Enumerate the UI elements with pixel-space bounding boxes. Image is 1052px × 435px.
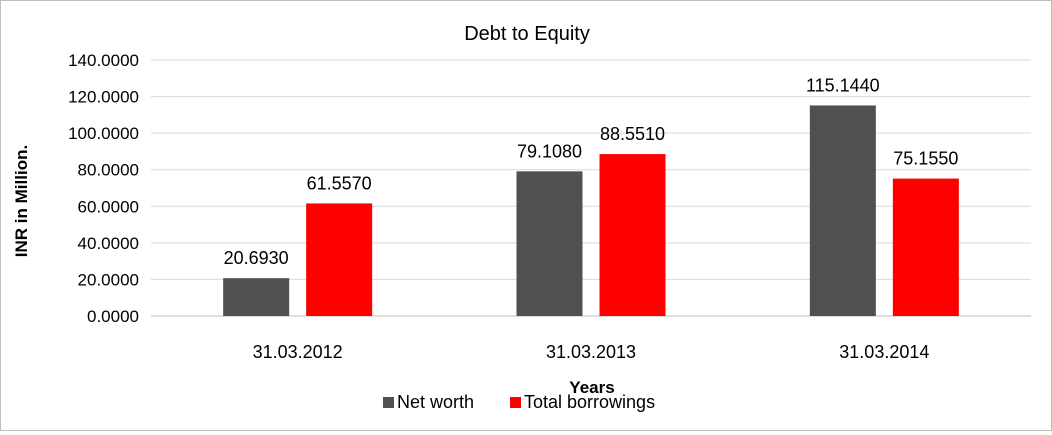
y-axis-tick-labels: 0.0000 20.0000 40.0000 60.0000 80.0000 100.00… bbox=[68, 51, 139, 326]
data-label: 20.6930 bbox=[224, 248, 289, 268]
legend: Net worth Total borrowings bbox=[383, 392, 655, 412]
y-tick-label: 0.0000 bbox=[87, 307, 139, 326]
y-tick-label: 60.0000 bbox=[78, 197, 139, 216]
legend-net-worth-swatch bbox=[383, 397, 394, 408]
x-axis-tick-labels: 31.03.2012 31.03.2013 31.03.2014 bbox=[253, 342, 930, 362]
bars: 20.6930 61.5570 79.1080 88.5510 115.1440 75.1… bbox=[223, 75, 959, 316]
data-label: 61.5570 bbox=[307, 173, 372, 193]
y-tick-label: 40.0000 bbox=[78, 234, 139, 253]
y-tick-label: 20.0000 bbox=[78, 270, 139, 289]
bar-net-worth bbox=[516, 171, 583, 316]
gridlines bbox=[151, 59, 1031, 317]
x-tick-label: 31.03.2013 bbox=[546, 342, 636, 362]
y-tick-label: 140.0000 bbox=[68, 51, 139, 70]
x-tick-label: 31.03.2014 bbox=[839, 342, 929, 362]
y-axis-label: INR in Million. bbox=[12, 145, 31, 257]
y-tick-label: 100.0000 bbox=[68, 124, 139, 143]
data-label: 75.1550 bbox=[893, 149, 958, 169]
y-tick-label: 120.0000 bbox=[68, 88, 139, 107]
bar-total-borrowings bbox=[892, 178, 959, 316]
bar-total-borrowings bbox=[306, 203, 373, 316]
y-tick-label: 80.0000 bbox=[78, 161, 139, 180]
bar-total-borrowings bbox=[599, 154, 666, 316]
x-axis-label: Years bbox=[569, 378, 614, 397]
bar-net-worth bbox=[223, 278, 290, 316]
x-tick-label: 31.03.2012 bbox=[253, 342, 343, 362]
legend-total-borrowings-label: Total borrowings bbox=[524, 392, 655, 412]
chart-title: Debt to Equity bbox=[464, 23, 590, 45]
bar-net-worth bbox=[809, 105, 876, 316]
data-label: 79.1080 bbox=[517, 141, 582, 161]
data-label: 88.5510 bbox=[600, 124, 665, 144]
legend-net-worth-label: Net worth bbox=[397, 392, 474, 412]
data-label: 115.1440 bbox=[806, 75, 880, 95]
legend-total-borrowings-swatch bbox=[510, 397, 521, 408]
